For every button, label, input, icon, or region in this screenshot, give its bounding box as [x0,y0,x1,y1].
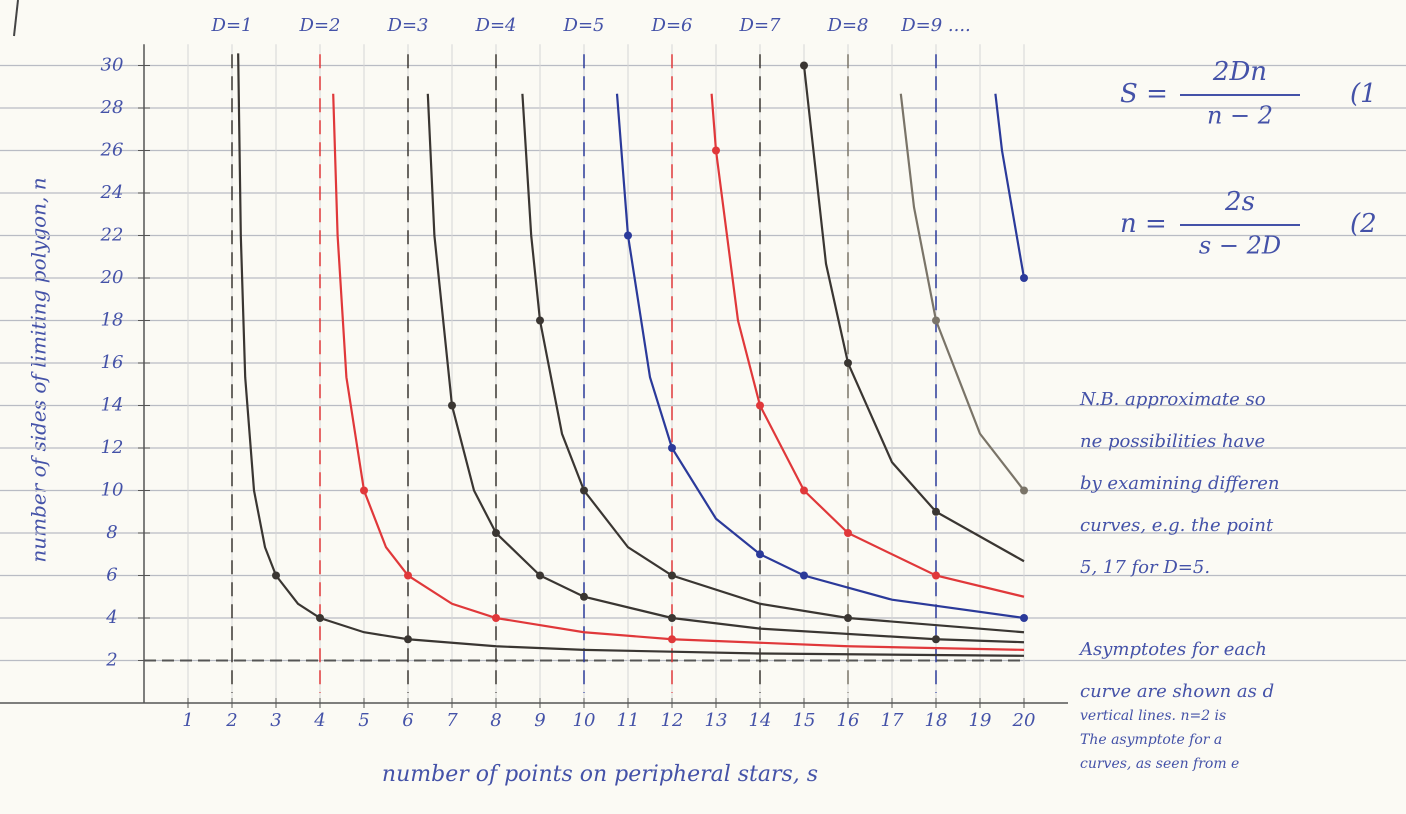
series-label: D=9 .... [900,15,971,36]
note-line: by examining differen [1080,473,1280,494]
series-label: D=1 [211,15,253,36]
point [1020,487,1028,495]
formula-tag: (1 [1350,79,1377,109]
x-tick-label: 19 [969,710,992,731]
point [316,614,324,622]
y-tick-label: 20 [100,267,124,288]
note-line: vertical lines. n=2 is [1080,708,1226,724]
point [492,614,500,622]
note-line: The asymptote for a [1080,732,1222,748]
point [932,635,940,643]
series-label: D=4 [475,15,517,36]
point [800,62,808,70]
y-tick-label: 24 [100,182,124,203]
series-label: D=2 [299,15,341,36]
note-line: curve are shown as d [1080,681,1274,702]
x-tick-label: 1 [182,710,193,731]
y-tick-label: 8 [106,522,117,543]
point [800,487,808,495]
formula-tag: (2 [1350,209,1377,239]
series-label: D=3 [387,15,429,36]
y-tick-label: 30 [101,55,124,76]
point [844,529,852,537]
point [844,614,852,622]
note-line: 5, 17 for D=5. [1080,557,1210,578]
formula-num: 2s [1224,187,1255,217]
y-tick-label: 18 [101,310,124,331]
point [580,593,588,601]
point [272,572,280,580]
y-tick-label: 16 [101,352,124,373]
y-tick-label: 4 [105,607,117,628]
x-tick-label: 4 [313,710,325,731]
series-label: D=8 [827,15,869,36]
x-tick-label: 6 [402,710,413,731]
x-tick-label: 9 [534,710,545,731]
point [800,572,808,580]
x-tick-label: 13 [705,710,728,731]
x-tick-label: 12 [661,710,684,731]
point [580,487,588,495]
y-tick-label: 22 [100,225,124,246]
point [536,317,544,325]
series-label: D=6 [651,15,693,36]
x-tick-label: 10 [573,710,596,731]
x-tick-label: 20 [1012,710,1036,731]
x-tick-label: 18 [925,710,948,731]
y-tick-label: 28 [100,97,124,118]
x-tick-label: 3 [270,710,281,731]
formula-den: s − 2D [1199,232,1281,260]
y-tick-label: 10 [101,480,124,501]
point [932,508,940,516]
point [932,572,940,580]
y-tick-label: 14 [101,395,124,416]
point [448,402,456,410]
y-tick-label: 26 [100,140,124,161]
x-tick-label: 14 [749,710,772,731]
y-tick-label: 2 [105,650,117,671]
x-tick-label: 2 [225,710,237,731]
point [360,487,368,495]
note-line: ne possibilities have [1080,431,1265,452]
point [932,317,940,325]
point [624,232,632,240]
formula-lhs: S = [1120,79,1168,109]
point [1020,274,1028,282]
chart: number of points on peripheral stars, s … [0,0,1406,814]
note-line: curves, as seen from e [1080,756,1239,772]
series-label: D=5 [563,15,605,36]
point [404,635,412,643]
note-line: curves, e.g. the point [1080,515,1274,536]
x-tick-label: 17 [881,710,904,731]
x-tick-label: 15 [793,710,816,731]
note-line: N.B. approximate so [1079,389,1266,410]
y-tick-label: 12 [101,437,124,458]
point [536,572,544,580]
y-tick-label: 6 [106,565,117,586]
x-tick-label: 5 [358,710,369,731]
point [404,572,412,580]
point [668,614,676,622]
point [1020,614,1028,622]
formula-den: n − 2 [1207,102,1273,130]
point [756,402,764,410]
x-tick-label: 8 [490,710,501,731]
point [844,359,852,367]
x-tick-label: 16 [837,710,860,731]
formula-lhs: n = [1120,209,1167,239]
point [668,635,676,643]
point [756,550,764,558]
x-tick-label: 11 [617,710,640,731]
point [668,572,676,580]
formula-num: 2Dn [1212,57,1267,87]
series-label: D=7 [739,15,782,36]
note-line: Asymptotes for each [1078,639,1267,660]
x-axis-label: number of points on peripheral stars, s [382,762,818,787]
point [712,147,720,155]
point [492,529,500,537]
point [668,444,676,452]
x-tick-label: 7 [446,710,458,731]
